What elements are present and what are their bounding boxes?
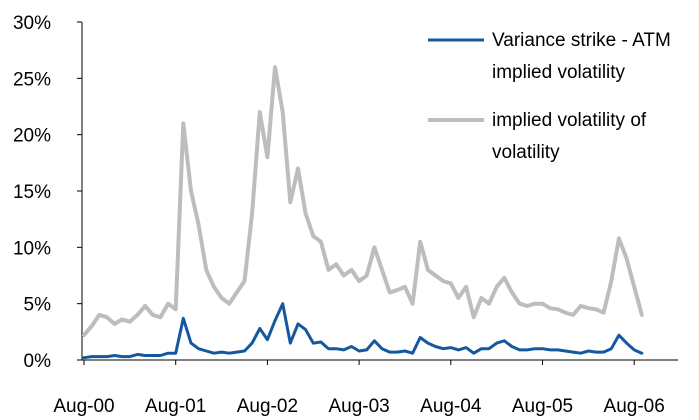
x-tick-label: Aug-02	[237, 396, 298, 417]
legend-label: implied volatility of	[492, 110, 647, 131]
series-layer	[82, 65, 644, 360]
legend: Variance strike - ATM implied volatility i…	[428, 30, 671, 163]
legend-label: volatility	[492, 142, 560, 163]
y-axis: 0% 5% 10% 15% 20% 25% 30%	[13, 13, 83, 372]
y-tick-label: 30%	[13, 13, 51, 34]
series-line-variance-strike	[82, 302, 644, 360]
x-tick-label: Aug-04	[420, 396, 482, 417]
y-tick-label: 15%	[13, 182, 51, 203]
y-tick-label: 5%	[24, 295, 52, 316]
legend-label: Variance strike - ATM	[492, 30, 671, 51]
x-tick-label: Aug-05	[512, 396, 573, 417]
legend-label: implied volatility	[492, 62, 626, 83]
y-tick-label: 25%	[13, 69, 51, 90]
series-line-vol-of-vol	[82, 65, 644, 338]
x-tick-label: Aug-06	[604, 396, 665, 417]
y-tick-label: 10%	[13, 238, 51, 259]
y-tick-label: 20%	[13, 126, 51, 147]
x-tick-label: Aug-01	[145, 396, 206, 417]
x-axis: Aug-00 Aug-01 Aug-02 Aug-03 Aug-04 Aug-05 Aug-…	[53, 359, 678, 417]
y-tick-label: 0%	[24, 351, 52, 372]
x-tick-label: Aug-03	[328, 396, 389, 417]
x-tick-label: Aug-00	[53, 396, 114, 417]
